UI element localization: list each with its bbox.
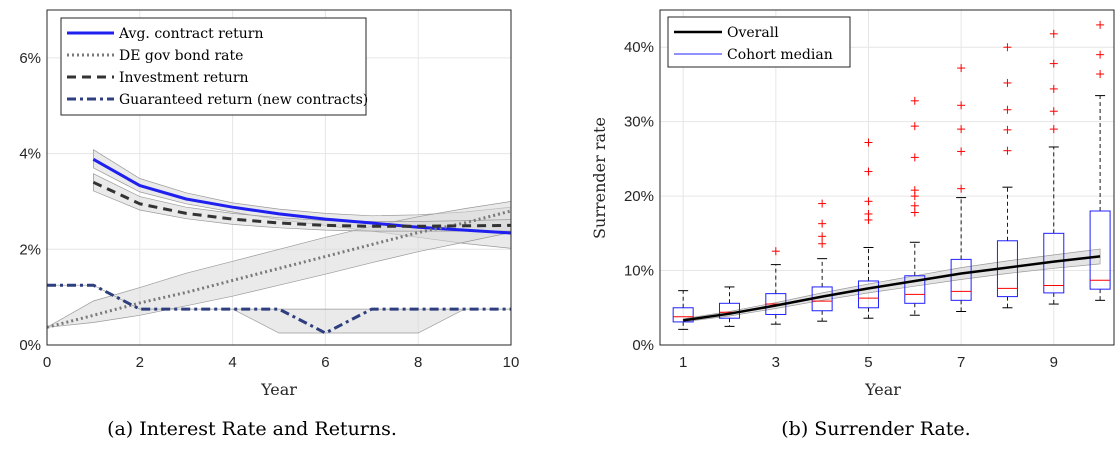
- boxplot: [950, 64, 972, 312]
- y-tick-label: 4%: [19, 146, 41, 163]
- x-tick-label: 5: [864, 354, 872, 371]
- outlier-marker: [1049, 125, 1058, 134]
- plot-frame: [659, 9, 1115, 346]
- series-lines: [46, 157, 512, 335]
- outlier-marker: [957, 184, 966, 193]
- x-tick-label: 2: [136, 354, 144, 371]
- outlier-marker: [1049, 107, 1058, 116]
- outlier-marker: [818, 232, 827, 241]
- outlier-marker: [771, 247, 780, 256]
- legend: Overall Cohort median: [667, 16, 851, 68]
- plot-frame: [46, 9, 512, 346]
- legend-label: DE gov bond rate: [119, 48, 243, 64]
- box: [672, 307, 694, 323]
- outlier-marker: [957, 125, 966, 134]
- legend-box: [667, 16, 851, 68]
- x-axis-label: Year: [864, 380, 901, 399]
- outlier-marker: [910, 153, 919, 162]
- x-tick-label: 6: [321, 354, 329, 371]
- outlier-marker: [864, 209, 873, 218]
- box: [904, 275, 926, 304]
- y-tick-label: 10%: [624, 263, 654, 280]
- x-tick-label: 0: [43, 354, 51, 371]
- y-tick-label: 0%: [19, 337, 41, 354]
- boxplots: [672, 20, 1111, 330]
- x-tick-label: 8: [414, 354, 422, 371]
- outlier-marker: [864, 197, 873, 206]
- outlier-marker: [1096, 20, 1105, 29]
- boxplot: [857, 138, 879, 319]
- outlier-marker: [1049, 59, 1058, 68]
- y-tick-label: 0%: [632, 337, 654, 354]
- outlier-marker: [910, 96, 919, 105]
- outlier-marker: [910, 186, 919, 195]
- outlier-marker: [957, 101, 966, 110]
- outlier-marker: [864, 167, 873, 176]
- y-tick-label: 6%: [19, 50, 41, 67]
- outlier-marker: [910, 201, 919, 210]
- box: [1089, 210, 1111, 290]
- caption-a: (a) Interest Rate and Returns.: [107, 418, 397, 440]
- x-tick-label: 7: [957, 354, 965, 371]
- outlier-marker: [818, 219, 827, 228]
- x-tick-label: 10: [503, 354, 520, 371]
- x-tick-label: 9: [1050, 354, 1058, 371]
- outlier-marker: [910, 208, 919, 217]
- box: [950, 258, 972, 301]
- boxplot: [672, 290, 694, 330]
- series-line-3: [92, 180, 512, 228]
- boxplot: [811, 199, 833, 322]
- y-tick-label: 20%: [624, 188, 654, 205]
- legend-label: Investment return: [119, 70, 249, 86]
- box: [857, 280, 879, 309]
- x-tick-label: 1: [679, 354, 687, 371]
- y-tick-label: 40%: [624, 39, 654, 56]
- outlier-marker: [1003, 146, 1012, 155]
- outlier-marker: [1096, 70, 1105, 79]
- chart-panel-surrender-rate: 1 3 5 7 9 0% 10% 20% 30% 40% Year Surrender rate…: [590, 9, 1115, 440]
- series-line-4: [47, 283, 511, 335]
- overall-line: [683, 255, 1101, 322]
- outlier-marker: [1096, 50, 1105, 59]
- boxplot: [996, 43, 1018, 309]
- outlier-marker: [818, 239, 827, 248]
- outlier-marker: [1003, 43, 1012, 52]
- x-ticks: 0 2 4 6 8 10: [43, 354, 520, 371]
- outlier-marker: [1003, 125, 1012, 134]
- legend-label: Cohort median: [727, 47, 833, 63]
- x-tick-label: 4: [228, 354, 236, 371]
- outlier-marker: [1049, 29, 1058, 38]
- x-tick-label: 3: [772, 354, 780, 371]
- x-axis-label: Year: [260, 380, 297, 399]
- x-ticks: 1 3 5 7 9: [679, 354, 1058, 371]
- y-ticks: 0% 10% 20% 30% 40%: [624, 39, 654, 354]
- overall-line: [683, 255, 1101, 322]
- outlier-marker: [957, 64, 966, 73]
- legend-label: Avg. contract return: [118, 26, 264, 42]
- legend: Avg. contract return DE gov bond rate Inve…: [60, 17, 368, 116]
- outlier-marker: [864, 138, 873, 147]
- y-tick-label: 30%: [624, 114, 654, 131]
- outlier-marker: [1003, 78, 1012, 87]
- outlier-marker: [1049, 84, 1058, 93]
- caption-b: (b) Surrender Rate.: [781, 418, 970, 440]
- y-axis-label: Surrender rate: [590, 117, 609, 239]
- outlier-marker: [1003, 105, 1012, 114]
- chart-panel-interest-returns: 0 2 4 6 8 10 0% 2% 4% 6% Year Avg. contract retu…: [19, 9, 520, 440]
- boxplot: [904, 96, 926, 316]
- outlier-marker: [910, 122, 919, 131]
- legend-label: Guaranteed return (new contracts): [119, 92, 368, 108]
- y-ticks: 0% 2% 4% 6%: [19, 50, 41, 354]
- outlier-marker: [818, 199, 827, 208]
- legend-label: Overall: [727, 25, 779, 41]
- outlier-marker: [957, 147, 966, 156]
- y-tick-label: 2%: [19, 241, 41, 258]
- boxplot: [1089, 20, 1111, 301]
